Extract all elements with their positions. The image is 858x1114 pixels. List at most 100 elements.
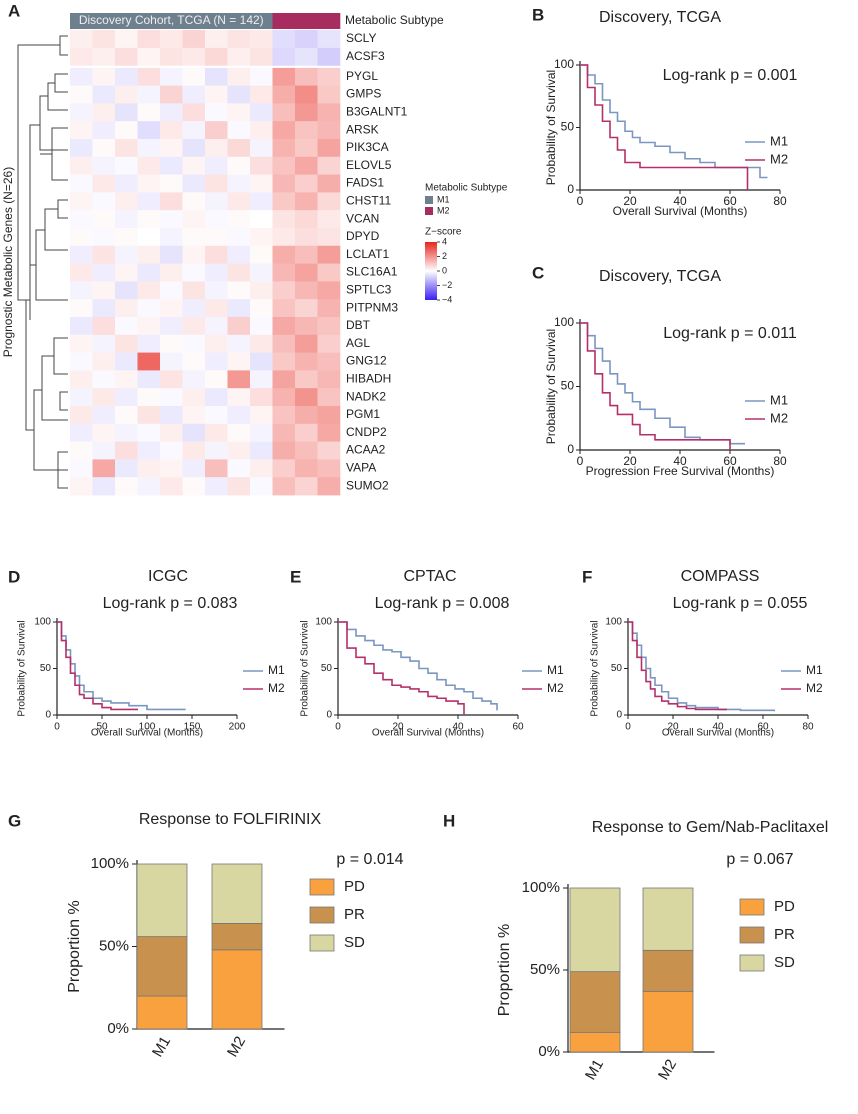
y-axis-label: Probability of Survival <box>590 620 601 716</box>
heatmap-cell <box>115 121 138 140</box>
heatmap-cell <box>70 263 93 282</box>
heatmap-cell <box>160 138 183 158</box>
chart-title: Response to FOLFIRINIX <box>139 811 322 828</box>
x-tick-label: 40 <box>712 722 724 733</box>
heatmap-cell <box>182 405 206 425</box>
heatmap-cell <box>137 245 161 264</box>
heatmap-cell <box>295 192 318 211</box>
heatmap-cell <box>250 121 273 140</box>
heatmap-cell <box>295 85 318 104</box>
y-tick-label: 0 <box>326 710 332 721</box>
x-tick-label: 60 <box>723 194 737 208</box>
heatmap-cell <box>160 441 183 460</box>
bar-segment <box>642 887 694 951</box>
heatmap-cell <box>317 47 341 67</box>
panel-letter: D <box>8 567 20 586</box>
y-tick-label: 50 <box>561 379 575 393</box>
heatmap-cell <box>70 85 93 104</box>
heatmap-cell <box>205 405 228 425</box>
heatmap-cell <box>250 156 273 175</box>
heatmap-cell <box>70 121 93 140</box>
x-axis-label: Overall Survival (Months) <box>613 204 748 218</box>
x-tick-label: 0 <box>54 722 60 733</box>
gene-label: ARSK <box>346 122 379 136</box>
heatmap-cell <box>295 316 318 336</box>
heatmap-cell <box>182 103 206 122</box>
legend-label: M1 <box>268 663 285 677</box>
heatmap-cell <box>205 156 228 175</box>
heatmap-cell <box>295 299 318 318</box>
heatmap-cell <box>160 352 183 371</box>
legend-swatch <box>425 207 433 215</box>
survival-curve <box>580 322 745 445</box>
heatmap-cell <box>115 423 138 442</box>
heatmap-cell <box>227 245 251 264</box>
gene-label: DBT <box>346 318 371 332</box>
heatmap-cell <box>137 459 161 478</box>
heatmap-cell <box>137 477 161 496</box>
legend-swatch <box>309 906 335 924</box>
heatmap-cell <box>272 334 296 353</box>
heatmap-cell <box>272 316 296 336</box>
heatmap-cell <box>160 370 183 389</box>
heatmap-cell <box>272 174 296 193</box>
heatmap-cell <box>227 299 251 318</box>
subtype-cell <box>317 13 341 29</box>
heatmap-cell <box>317 299 341 318</box>
subtype-cell <box>115 13 138 29</box>
heatmap-cell <box>317 459 341 478</box>
heatmap-cell <box>317 316 341 336</box>
bar-segment <box>569 1031 621 1053</box>
x-tick-label: 60 <box>757 722 769 733</box>
gene-label: PITPNM3 <box>346 300 398 314</box>
gene-label: SUMO2 <box>346 478 389 492</box>
subtype-cell <box>160 13 183 29</box>
heatmap-cell <box>137 156 161 175</box>
heatmap-cell <box>295 30 318 49</box>
heatmap-cell <box>160 192 183 211</box>
heatmap-cell <box>160 156 183 175</box>
heatmap-cell <box>250 316 273 336</box>
gene-label: VCAN <box>346 211 379 225</box>
heatmap-cell <box>250 192 273 211</box>
heatmap-cell <box>205 210 228 229</box>
heatmap-cell <box>205 459 228 478</box>
heatmap-cell <box>317 174 341 193</box>
heatmap-cell <box>227 85 251 104</box>
heatmap-cell <box>317 30 341 49</box>
heatmap-cell <box>250 138 273 158</box>
x-axis-label: Overall Survival (Months) <box>662 728 774 739</box>
legend-label: M2 <box>770 151 788 166</box>
gene-label: HIBADH <box>346 372 391 386</box>
x-tick-label: 40 <box>673 454 687 468</box>
subtype-cell <box>272 13 296 29</box>
annotation: Log-rank p = 0.008 <box>375 595 510 612</box>
x-tick-label: 50 <box>96 722 108 733</box>
x-tick-label: 40 <box>673 194 687 208</box>
heatmap-cell <box>227 47 251 67</box>
heatmap-cell <box>160 245 183 264</box>
heatmap-cell <box>250 459 273 478</box>
heatmap-cell <box>205 103 228 122</box>
heatmap-cell <box>70 103 93 122</box>
heatmap-cell <box>205 85 228 104</box>
gene-label: B3GALNT1 <box>346 104 408 118</box>
x-tick-label: 0 <box>335 722 341 733</box>
heatmap-cell <box>317 103 341 122</box>
heatmap-title: Discovery Cohort, TCGA (N = 142) <box>79 13 264 27</box>
annotation: Log-rank p = 0.001 <box>663 67 798 84</box>
legend-label: PR <box>344 906 365 923</box>
heatmap-cell <box>92 85 116 104</box>
heatmap-cell <box>250 210 273 229</box>
x-tick-label: 40 <box>452 722 464 733</box>
heatmap-cell <box>227 67 251 86</box>
legend-label: PD <box>774 898 795 915</box>
legend-label: M2 <box>437 205 450 215</box>
heatmap-cell <box>205 138 228 158</box>
heatmap-cell <box>115 299 138 318</box>
heatmap-cell <box>92 352 116 371</box>
heatmap-cell <box>272 85 296 104</box>
y-tick-label: 100 <box>554 315 574 329</box>
heatmap-cell <box>227 316 251 336</box>
